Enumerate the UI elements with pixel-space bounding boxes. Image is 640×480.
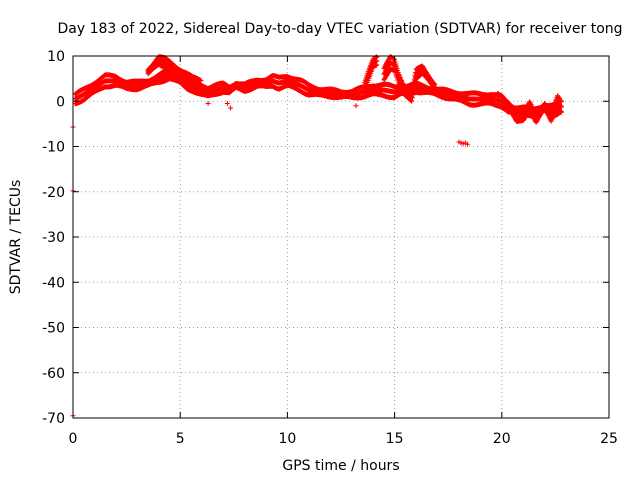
data-point (412, 82, 418, 88)
y-axis-label: SDTVAR / TECUs (8, 180, 24, 295)
data-point (353, 103, 359, 109)
data-point (410, 92, 416, 98)
y-tick-label: -50 (42, 321, 65, 337)
x-tick-labels: 0 5 10 15 20 25 (69, 431, 618, 447)
x-tick-label: 20 (493, 431, 511, 447)
data-point (411, 89, 417, 95)
x-tick-label: 10 (278, 431, 296, 447)
x-axis-label: GPS time / hours (282, 458, 399, 474)
data-point (198, 78, 204, 84)
y-tick-label: -60 (42, 366, 65, 382)
x-tick-label: 0 (69, 431, 78, 447)
data-point (432, 84, 438, 90)
y-tick-label: -40 (42, 275, 65, 291)
data-point (558, 108, 564, 114)
y-tick-label: 0 (56, 94, 65, 110)
x-tick-label: 15 (386, 431, 404, 447)
data-point (374, 58, 380, 64)
data-point (412, 79, 418, 85)
data-point (411, 85, 417, 91)
y-tick-label: -30 (42, 230, 65, 246)
data-point (464, 141, 470, 147)
data-point (408, 98, 414, 104)
x-tick-label: 5 (176, 431, 185, 447)
y-tick-label: 10 (47, 49, 65, 65)
data-points (70, 54, 564, 419)
y-tick-labels: 10 0 -10 -20 -30 -40 -50 -60 -70 (42, 49, 65, 427)
data-point (198, 87, 204, 93)
y-tick-label: -10 (42, 140, 65, 156)
data-point (224, 101, 230, 107)
data-point (198, 82, 204, 88)
data-point (409, 95, 415, 101)
data-point (205, 101, 211, 107)
grid-lines (73, 56, 609, 418)
x-tick-label: 25 (600, 431, 618, 447)
chart-title: Day 183 of 2022, Sidereal Day-to-day VTE… (57, 21, 622, 37)
data-point (558, 99, 564, 105)
data-point (228, 105, 234, 111)
axis-ticks (72, 55, 610, 419)
data-point (533, 119, 539, 125)
data-point (558, 103, 564, 109)
data-point (558, 98, 564, 104)
data-point (558, 104, 564, 110)
y-tick-label: -70 (42, 411, 65, 427)
data-point (558, 109, 564, 115)
data-point (409, 98, 415, 104)
y-tick-label: -20 (42, 185, 65, 201)
